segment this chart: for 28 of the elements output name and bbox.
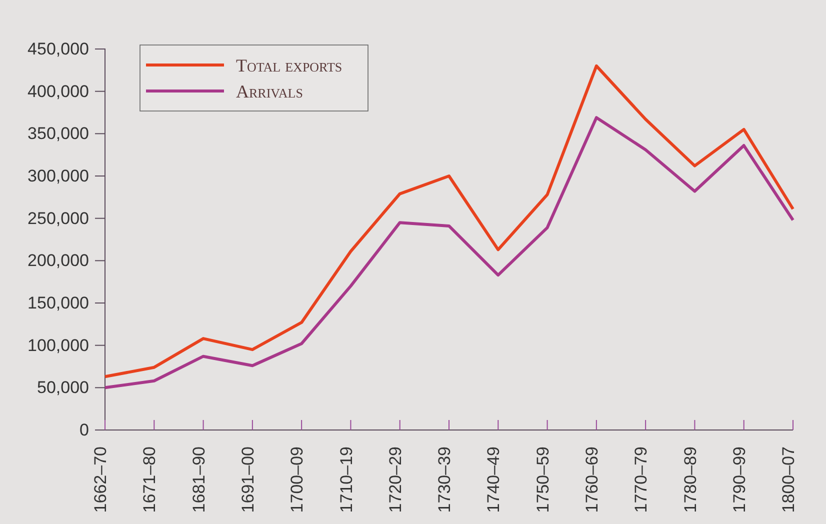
x-tick-label: 1671–80 (140, 446, 160, 513)
y-tick-label: 250,000 (28, 208, 89, 228)
x-tick-label: 1700–09 (288, 446, 307, 513)
x-tick-label: 1662–70 (91, 446, 110, 513)
y-tick-label: 150,000 (28, 293, 89, 312)
y-tick-label: 350,000 (28, 124, 89, 144)
y-tick-label: 50,000 (37, 378, 89, 398)
x-tick-label: 1681–90 (189, 446, 208, 513)
x-tick-label: 1760–69 (582, 446, 602, 513)
y-tick-label: 300,000 (28, 166, 89, 186)
line-series (104, 116, 794, 390)
y-tick-label: 100,000 (28, 336, 89, 355)
x-tick-label: 1720–29 (386, 446, 405, 513)
x-tick-label: 1780–89 (680, 446, 700, 513)
y-tick-label: 0 (80, 420, 89, 440)
x-tick-label: 1710–19 (336, 446, 356, 513)
legend-label: Arrivals (236, 81, 303, 102)
y-tick-label: 450,000 (28, 39, 89, 58)
x-tick-label: 1800–07 (779, 446, 798, 513)
y-tick-label: 200,000 (28, 251, 89, 270)
x-tick-label: 1730–39 (435, 446, 454, 513)
x-tick-label: 1750–59 (533, 446, 552, 513)
y-tick-label: 400,000 (28, 82, 89, 101)
x-tick-label: 1740–49 (484, 446, 504, 513)
x-tick-label: 1691–00 (238, 446, 258, 513)
x-tick-label: 1770–79 (632, 446, 651, 513)
x-tick-label: 1790–99 (730, 446, 749, 513)
legend-label: Total exports (236, 55, 342, 76)
